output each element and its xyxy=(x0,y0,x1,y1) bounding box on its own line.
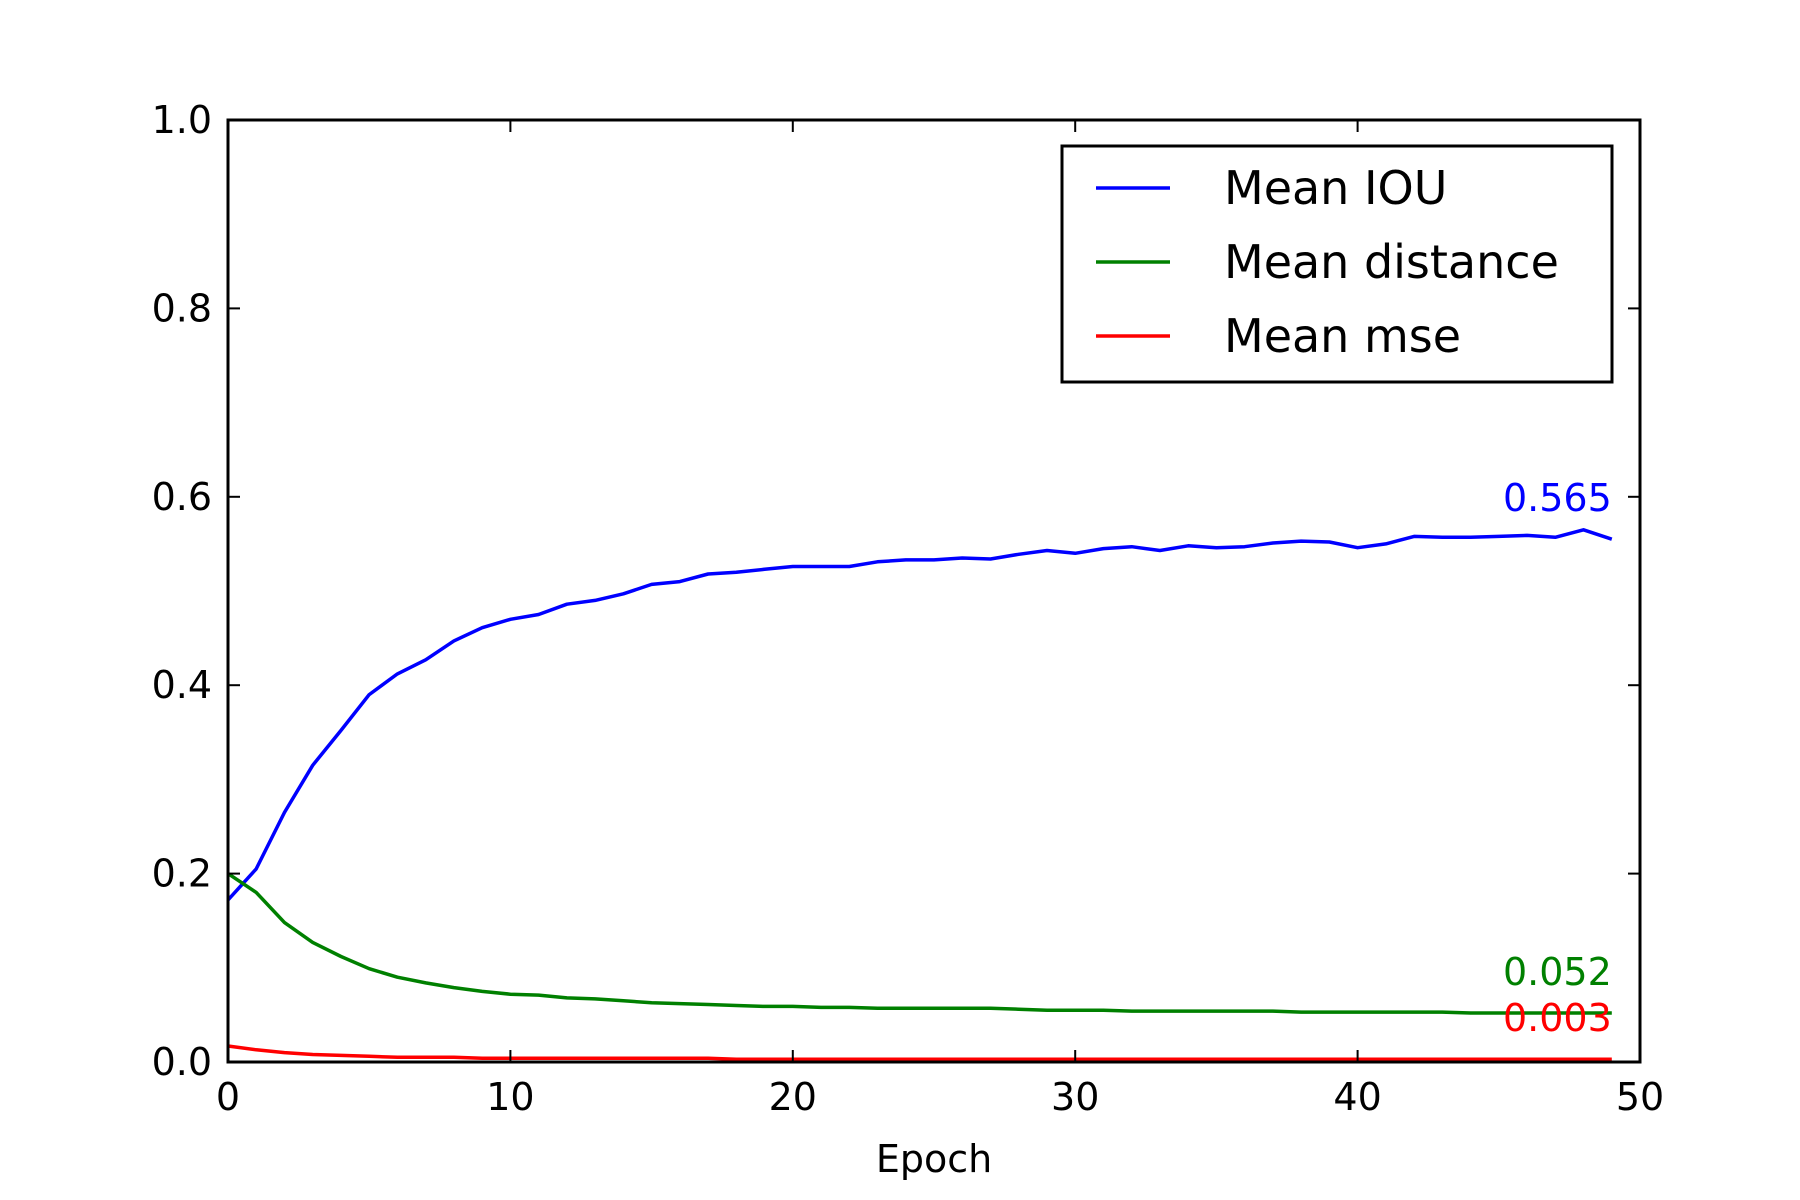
plot-frame xyxy=(226,118,1642,1064)
end-value-label-0: 0.565 xyxy=(1503,476,1612,520)
series-line-1 xyxy=(227,872,1612,1015)
legend-label-0: Mean IOU xyxy=(1224,161,1447,215)
y-tick-label: 0.8 xyxy=(152,286,212,330)
legend-box xyxy=(1060,144,1614,384)
x-tick-label: 0 xyxy=(216,1075,240,1119)
x-tick-label: 40 xyxy=(1333,1075,1381,1119)
legend: Mean IOU Mean distance Mean mse xyxy=(1060,144,1614,384)
y-tick-label: 0.0 xyxy=(152,1040,212,1084)
legend-label-2: Mean mse xyxy=(1224,309,1461,363)
x-tick-label: 10 xyxy=(486,1075,534,1119)
x-axis-label: Epoch xyxy=(876,1137,992,1181)
y-tick-label: 0.4 xyxy=(152,663,212,707)
x-tick-label: 50 xyxy=(1616,1075,1664,1119)
x-tick-label: 20 xyxy=(769,1075,817,1119)
series-line-0 xyxy=(226,528,1613,902)
ticks-layer: 0 10 20 30 40 50 0.0 0.2 0.4 0.6 0.8 1.0 xyxy=(152,98,1665,1119)
y-tick-label: 1.0 xyxy=(152,98,212,142)
legend-label-1: Mean distance xyxy=(1224,235,1559,289)
end-value-label-2: 0.003 xyxy=(1503,996,1612,1040)
y-tick-label: 0.2 xyxy=(152,852,212,896)
end-value-label-1: 0.052 xyxy=(1503,950,1612,994)
series-layer xyxy=(226,528,1613,1061)
y-tick-label: 0.6 xyxy=(152,475,212,519)
x-tick-label: 30 xyxy=(1051,1075,1099,1119)
series-line-2 xyxy=(227,1044,1612,1061)
